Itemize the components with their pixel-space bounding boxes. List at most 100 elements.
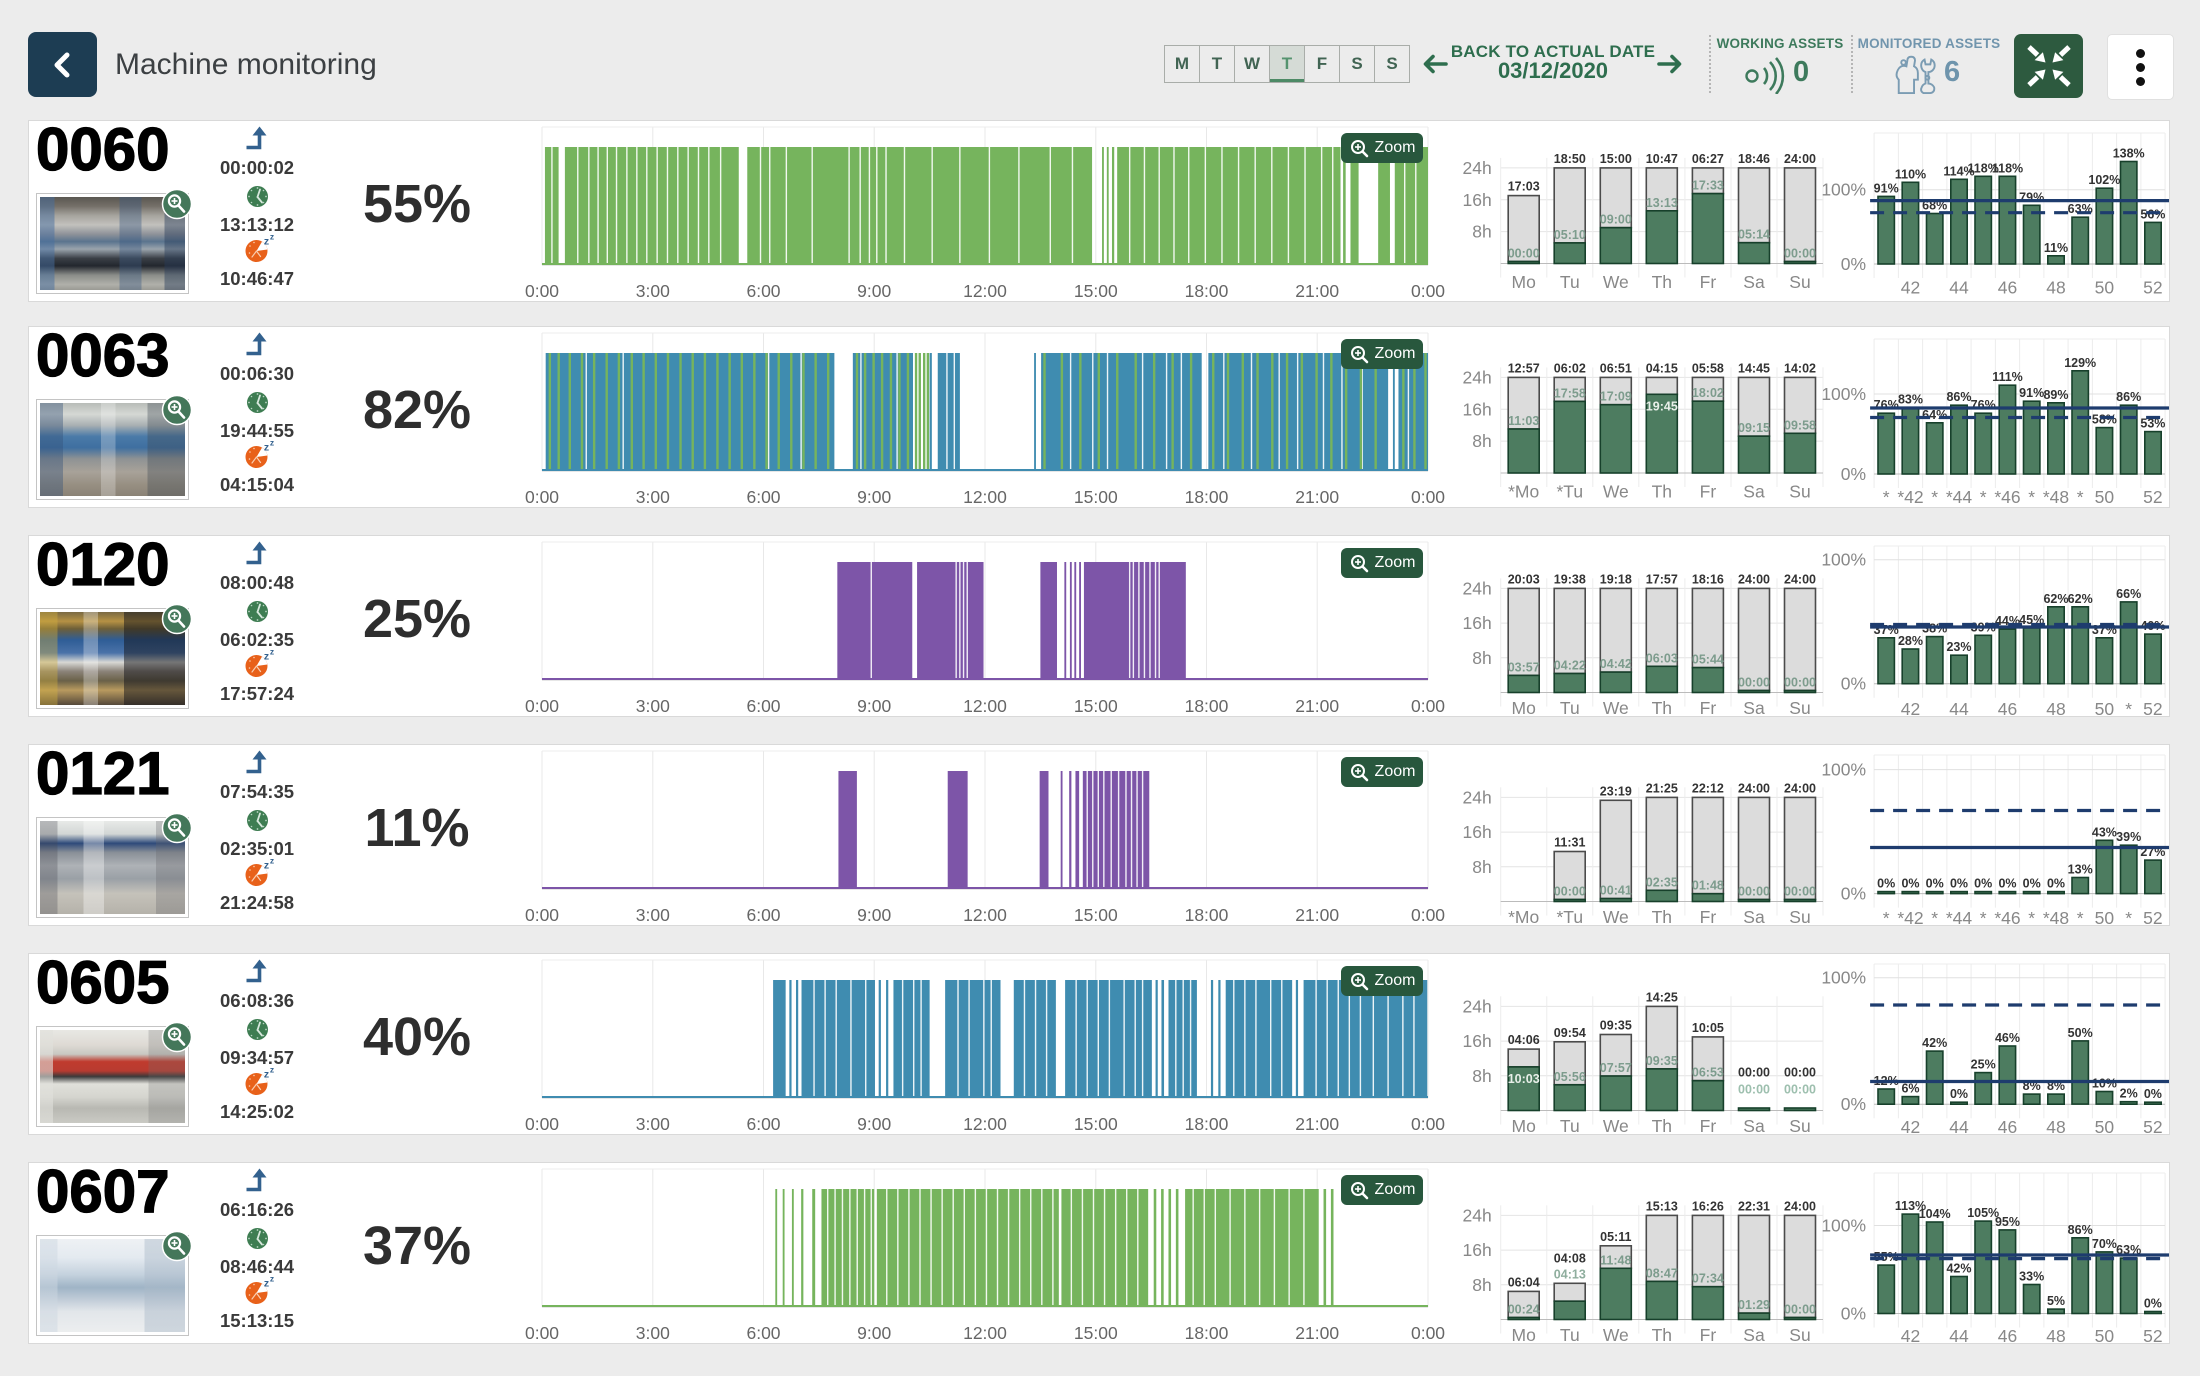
svg-text:z: z	[270, 438, 274, 448]
svg-text:Su: Su	[1789, 1116, 1810, 1136]
svg-text:04:42: 04:42	[1600, 657, 1632, 671]
svg-text:05:44: 05:44	[1692, 652, 1724, 666]
svg-text:76%: 76%	[1971, 398, 1996, 412]
svg-text:9:00: 9:00	[857, 696, 891, 716]
svg-text:23%: 23%	[1946, 640, 1971, 654]
svg-text:0%: 0%	[2047, 876, 2065, 890]
svg-text:Su: Su	[1789, 907, 1810, 927]
svg-text:17:57: 17:57	[1646, 572, 1678, 586]
svg-text:23:19: 23:19	[1600, 784, 1632, 798]
svg-text:18:02: 18:02	[1692, 386, 1724, 400]
svg-text:Su: Su	[1789, 272, 1810, 292]
svg-text:We: We	[1603, 482, 1629, 502]
svg-text:0:00: 0:00	[525, 281, 559, 301]
svg-text:21:00: 21:00	[1295, 905, 1339, 925]
svg-text:100%: 100%	[1821, 967, 1866, 987]
svg-text:16h: 16h	[1462, 613, 1491, 633]
svg-text:113%: 113%	[1895, 1199, 1926, 1213]
svg-text:46%: 46%	[1995, 1031, 2020, 1045]
svg-text:3:00: 3:00	[636, 281, 670, 301]
svg-text:Tu: Tu	[1560, 272, 1580, 292]
svg-text:16h: 16h	[1462, 1240, 1491, 1260]
svg-text:16h: 16h	[1462, 822, 1491, 842]
svg-text:21:00: 21:00	[1295, 487, 1339, 507]
svg-text:64%: 64%	[1922, 408, 1947, 422]
svg-text:15:00: 15:00	[1074, 487, 1118, 507]
svg-text:22:31: 22:31	[1738, 1199, 1770, 1213]
svg-text:04:15: 04:15	[1646, 361, 1678, 375]
svg-text:28%: 28%	[1898, 634, 1923, 648]
svg-text:138%: 138%	[2113, 147, 2145, 161]
svg-text:15:00: 15:00	[1074, 696, 1118, 716]
svg-text:0%: 0%	[1998, 876, 2016, 890]
svg-text:Fr: Fr	[1700, 272, 1717, 292]
svg-text:10:47: 10:47	[1646, 152, 1678, 166]
svg-text:83%: 83%	[1898, 393, 1923, 407]
svg-text:6%: 6%	[1901, 1081, 1919, 1095]
svg-text:00:00: 00:00	[1738, 1082, 1770, 1096]
svg-text:50: 50	[2095, 699, 2115, 719]
svg-text:*: *	[2077, 487, 2084, 507]
svg-text:05:14: 05:14	[1738, 228, 1770, 242]
svg-text:0%: 0%	[1950, 876, 1968, 890]
svg-text:12:00: 12:00	[963, 696, 1007, 716]
svg-text:Mo: Mo	[1512, 1325, 1536, 1345]
svg-text:15:00: 15:00	[1074, 905, 1118, 925]
svg-text:Mo: Mo	[1512, 698, 1536, 718]
svg-text:09:15: 09:15	[1738, 421, 1770, 435]
svg-text:00:00: 00:00	[1738, 1065, 1770, 1079]
svg-text:50%: 50%	[2068, 1025, 2093, 1039]
svg-text:9:00: 9:00	[857, 487, 891, 507]
svg-text:00:00: 00:00	[1554, 884, 1586, 898]
svg-text:9:00: 9:00	[857, 1114, 891, 1134]
svg-text:*Tu: *Tu	[1557, 482, 1584, 502]
svg-text:8h: 8h	[1472, 647, 1491, 667]
svg-text:06:03: 06:03	[1646, 651, 1678, 665]
svg-text:z: z	[264, 1277, 269, 1289]
svg-text:00:00: 00:00	[1738, 884, 1770, 898]
svg-text:8h: 8h	[1472, 1275, 1491, 1295]
svg-text:01:48: 01:48	[1692, 878, 1724, 892]
svg-text:14:02: 14:02	[1784, 361, 1816, 375]
svg-text:52: 52	[2143, 1117, 2162, 1137]
svg-text:Mo: Mo	[1512, 1116, 1536, 1136]
svg-text:100%: 100%	[1821, 180, 1866, 200]
svg-text:00:00: 00:00	[1784, 884, 1816, 898]
svg-text:19:38: 19:38	[1554, 572, 1586, 586]
svg-text:2%: 2%	[2120, 1086, 2138, 1100]
svg-text:44: 44	[1949, 278, 1969, 298]
svg-text:08:47: 08:47	[1646, 1266, 1678, 1280]
svg-text:0%: 0%	[1926, 876, 1944, 890]
svg-text:We: We	[1603, 698, 1629, 718]
svg-text:Fr: Fr	[1700, 698, 1717, 718]
svg-text:*: *	[1883, 487, 1890, 507]
svg-text:0:00: 0:00	[525, 905, 559, 925]
svg-text:48: 48	[2046, 1117, 2065, 1137]
svg-text:18:46: 18:46	[1738, 152, 1770, 166]
svg-text:6:00: 6:00	[746, 696, 780, 716]
svg-text:43%: 43%	[2092, 825, 2117, 839]
svg-text:17:58: 17:58	[1554, 386, 1586, 400]
svg-text:*: *	[2028, 908, 2035, 928]
svg-text:44: 44	[1949, 699, 1969, 719]
svg-text:18:00: 18:00	[1185, 905, 1229, 925]
svg-text:05:11: 05:11	[1600, 1230, 1631, 1244]
svg-text:*Mo: *Mo	[1508, 482, 1539, 502]
svg-text:02:35: 02:35	[1646, 875, 1678, 889]
svg-text:09:58: 09:58	[1784, 418, 1816, 432]
svg-text:We: We	[1603, 1325, 1629, 1345]
svg-text:Tu: Tu	[1560, 1116, 1580, 1136]
svg-text:25%: 25%	[1971, 1057, 1996, 1071]
svg-text:12:00: 12:00	[963, 1323, 1007, 1343]
svg-text:0%: 0%	[1974, 876, 1992, 890]
svg-text:89%: 89%	[2043, 388, 2068, 402]
svg-text:6:00: 6:00	[746, 905, 780, 925]
svg-text:Th: Th	[1652, 482, 1672, 502]
svg-text:Tu: Tu	[1560, 1325, 1580, 1345]
svg-text:*: *	[1931, 908, 1938, 928]
svg-text:19:45: 19:45	[1646, 399, 1678, 413]
svg-text:13:13: 13:13	[1646, 196, 1678, 210]
svg-text:*42: *42	[1897, 487, 1923, 507]
svg-text:24:00: 24:00	[1784, 152, 1816, 166]
svg-text:17:33: 17:33	[1692, 179, 1724, 193]
